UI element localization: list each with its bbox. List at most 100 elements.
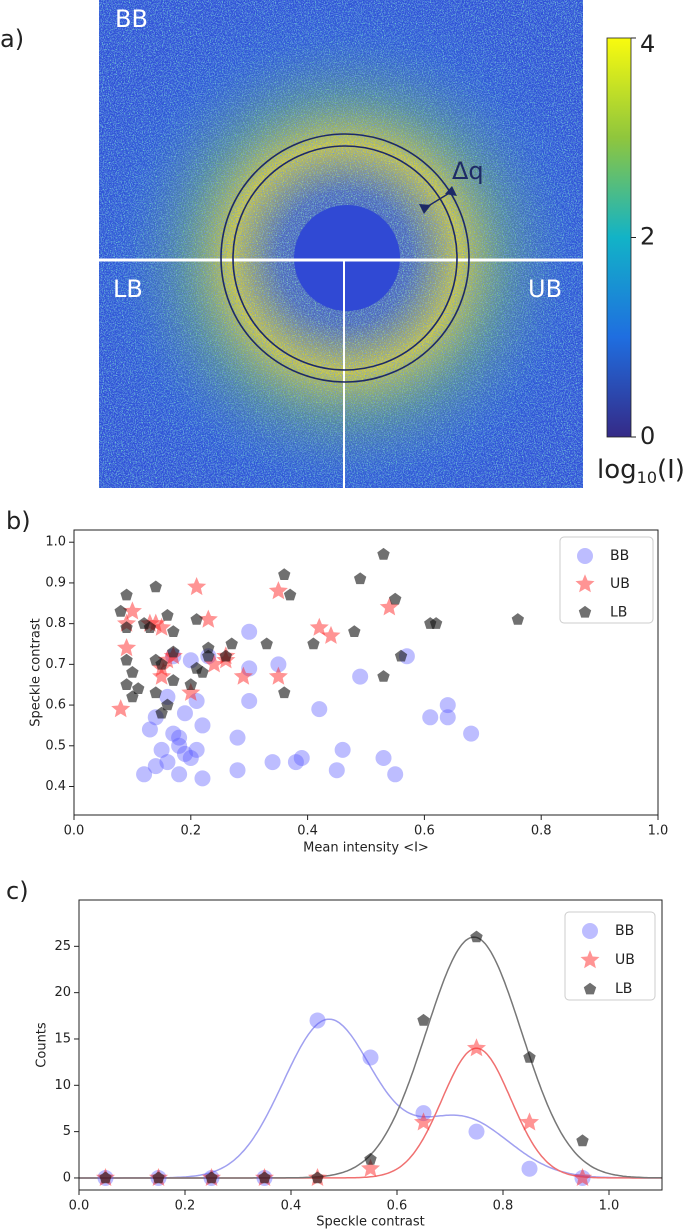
legend-marker bbox=[578, 605, 592, 618]
point bbox=[176, 705, 193, 722]
point bbox=[439, 697, 456, 714]
point bbox=[573, 1168, 592, 1186]
point bbox=[225, 637, 238, 650]
x-tick-label: 0.2 bbox=[180, 824, 201, 839]
y-tick-label: 25 bbox=[54, 939, 71, 954]
point bbox=[219, 649, 232, 662]
point bbox=[387, 766, 404, 783]
point bbox=[132, 682, 145, 694]
point bbox=[99, 1171, 112, 1184]
point bbox=[181, 682, 201, 701]
point bbox=[377, 670, 390, 682]
colorbar-label-base: log bbox=[597, 455, 637, 485]
point bbox=[287, 754, 304, 771]
point bbox=[511, 613, 524, 625]
point bbox=[188, 741, 205, 758]
y-axis-label: Speckle contrast bbox=[29, 618, 44, 727]
x-tick-label: 1.0 bbox=[599, 1199, 620, 1214]
point bbox=[194, 770, 211, 787]
point bbox=[202, 641, 215, 654]
legend-marker bbox=[580, 950, 600, 969]
point bbox=[157, 650, 177, 669]
point bbox=[429, 617, 443, 629]
point bbox=[146, 613, 166, 632]
point bbox=[352, 668, 369, 685]
point bbox=[463, 725, 480, 742]
point bbox=[176, 745, 193, 762]
point bbox=[260, 637, 273, 650]
legend-marker bbox=[575, 574, 595, 593]
point bbox=[241, 693, 258, 709]
q-ring bbox=[232, 145, 458, 371]
point bbox=[576, 1134, 589, 1147]
y-tick-label: 20 bbox=[54, 985, 71, 1000]
point bbox=[171, 737, 188, 754]
point bbox=[122, 601, 142, 620]
point bbox=[362, 1049, 379, 1066]
annotation: Δq bbox=[452, 157, 484, 185]
y-tick-label: 15 bbox=[54, 1031, 71, 1046]
point bbox=[520, 1112, 539, 1131]
colorbar-tick-label: 2 bbox=[640, 223, 655, 251]
point bbox=[229, 729, 246, 746]
q-ring bbox=[220, 133, 470, 383]
y-tick-label: 10 bbox=[54, 1078, 71, 1093]
legend-box bbox=[559, 536, 654, 624]
point bbox=[111, 699, 131, 718]
region-label: BB bbox=[115, 5, 148, 33]
y-tick-label: 0.6 bbox=[45, 698, 66, 713]
colorbar-label-sub: 10 bbox=[637, 468, 657, 487]
x-tick-label: 0.8 bbox=[531, 824, 552, 839]
point bbox=[159, 754, 176, 771]
y-axis-label: Counts bbox=[35, 1022, 50, 1068]
point bbox=[182, 750, 199, 766]
plot-area bbox=[79, 930, 663, 1186]
point bbox=[468, 1123, 485, 1140]
point bbox=[268, 666, 288, 685]
point bbox=[120, 678, 133, 690]
y-tick-label: 1.0 bbox=[45, 535, 66, 550]
point bbox=[153, 741, 170, 758]
point bbox=[278, 568, 291, 580]
point bbox=[171, 766, 188, 783]
point bbox=[311, 701, 328, 718]
legend-label: UB bbox=[615, 952, 635, 968]
legend-box bbox=[564, 911, 656, 1001]
point bbox=[171, 729, 188, 746]
legend-label: LB bbox=[615, 981, 632, 997]
point bbox=[167, 645, 180, 658]
point bbox=[354, 572, 367, 585]
point bbox=[184, 678, 197, 690]
beam-stop bbox=[294, 205, 400, 311]
x-tick-label: 0.0 bbox=[69, 1199, 90, 1214]
point bbox=[309, 1012, 326, 1029]
colorbar-tick-label: 0 bbox=[640, 422, 655, 450]
point bbox=[141, 721, 158, 738]
point bbox=[439, 709, 456, 726]
point bbox=[233, 666, 253, 685]
point bbox=[120, 588, 133, 601]
y-tick-label: 5 bbox=[63, 1124, 71, 1139]
point bbox=[126, 666, 139, 678]
point bbox=[204, 654, 224, 673]
point bbox=[202, 649, 215, 662]
point bbox=[167, 674, 180, 686]
point bbox=[321, 625, 341, 644]
point bbox=[283, 588, 297, 601]
x-tick-label: 0.8 bbox=[493, 1199, 514, 1214]
point bbox=[377, 547, 390, 560]
legend-marker bbox=[582, 923, 598, 939]
colorbar-label: log10(I) bbox=[597, 455, 685, 487]
point bbox=[268, 581, 288, 600]
point bbox=[198, 609, 218, 628]
x-tick-label: 0.4 bbox=[281, 1199, 302, 1214]
point bbox=[152, 617, 172, 636]
point bbox=[270, 656, 287, 673]
point bbox=[229, 762, 246, 779]
point bbox=[159, 688, 176, 705]
speckle-image bbox=[99, 0, 583, 488]
legend-label: UB bbox=[610, 576, 630, 592]
x-axis-label: Speckle contrast bbox=[316, 1215, 425, 1230]
